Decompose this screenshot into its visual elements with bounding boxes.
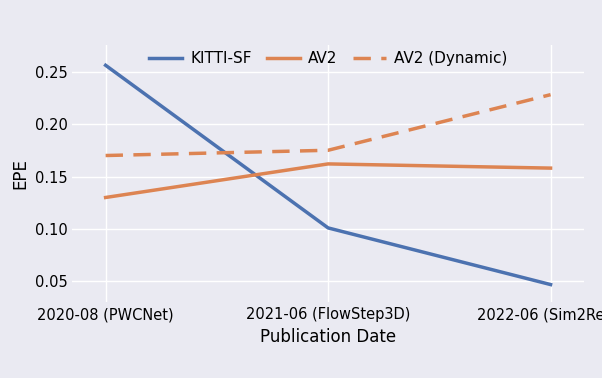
KITTI-SF — [102, 63, 109, 68]
AV2 (Dynamic) — [547, 92, 554, 97]
AV2 — [324, 162, 332, 166]
AV2 — [547, 166, 554, 170]
KITTI-SF — [324, 226, 332, 230]
AV2 (Dynamic) — [324, 148, 332, 153]
KITTI-SF — [547, 282, 554, 287]
X-axis label: Publication Date: Publication Date — [260, 328, 396, 346]
Legend: KITTI-SF, AV2, AV2 (Dynamic): KITTI-SF, AV2, AV2 (Dynamic) — [143, 45, 514, 73]
Line: KITTI-SF: KITTI-SF — [105, 65, 551, 285]
Y-axis label: EPE: EPE — [11, 158, 29, 189]
Line: AV2 (Dynamic): AV2 (Dynamic) — [105, 94, 551, 155]
AV2 — [102, 195, 109, 200]
AV2 (Dynamic) — [102, 153, 109, 158]
Line: AV2: AV2 — [105, 164, 551, 197]
